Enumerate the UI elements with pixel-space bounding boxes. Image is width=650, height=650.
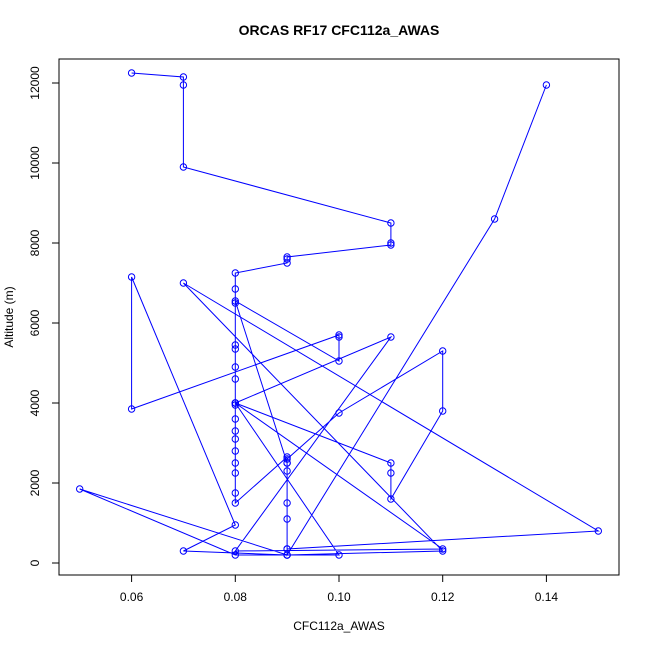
x-tick-label: 0.14	[535, 590, 559, 604]
data-point	[231, 345, 240, 353]
data-point	[439, 545, 447, 553]
data-point	[594, 527, 602, 535]
data-point	[231, 399, 240, 407]
data-point	[283, 515, 291, 523]
series-layer	[76, 69, 602, 559]
data-point	[335, 409, 343, 417]
data-point	[283, 499, 291, 507]
data-point	[283, 459, 291, 467]
data-point	[231, 469, 240, 477]
y-tick-label: 10000	[28, 146, 42, 180]
data-point	[231, 375, 240, 383]
data-point	[231, 269, 240, 277]
x-tick-label: 0.06	[120, 590, 144, 604]
data-point	[231, 285, 240, 293]
chart-title: ORCAS RF17 CFC112a_AWAS	[239, 22, 440, 38]
data-point	[335, 357, 343, 365]
data-point	[179, 73, 188, 81]
data-point	[127, 273, 136, 281]
x-tick-label: 0.08	[224, 590, 248, 604]
data-point	[283, 467, 291, 475]
data-point	[387, 469, 395, 477]
data-point	[127, 405, 136, 413]
series-line	[79, 72, 600, 557]
data-point	[439, 347, 447, 355]
x-tick-label: 0.10	[327, 590, 351, 604]
data-point	[335, 333, 343, 341]
data-point	[76, 485, 84, 493]
y-tick-label: 8000	[28, 229, 42, 256]
x-tick-label: 0.12	[431, 590, 455, 604]
data-point	[179, 163, 188, 171]
data-point	[231, 547, 240, 555]
data-point	[490, 215, 499, 223]
data-point	[179, 547, 188, 555]
data-point	[542, 81, 551, 89]
data-point	[335, 331, 343, 339]
data-point	[127, 69, 136, 77]
plot-area-frame	[58, 58, 620, 576]
data-point	[387, 239, 395, 247]
x-axis: 0.06 0.08 0.10 0.12 0.14	[120, 574, 559, 604]
data-point	[387, 495, 395, 503]
data-point	[231, 341, 240, 349]
data-point	[283, 455, 291, 463]
data-point	[283, 551, 291, 559]
x-axis-label: CFC112a_AWAS	[293, 619, 385, 633]
data-point	[283, 255, 291, 263]
data-point	[387, 219, 395, 227]
y-tick-label: 0	[28, 559, 42, 566]
data-point	[335, 551, 343, 559]
data-point	[231, 297, 240, 305]
data-point	[387, 333, 395, 341]
data-point	[231, 363, 240, 371]
data-point	[231, 521, 240, 529]
data-point	[231, 401, 240, 409]
data-point	[231, 447, 240, 455]
data-point	[179, 279, 188, 287]
y-axis-label: Altitude (m)	[2, 286, 16, 347]
y-axis: 0 2000 4000 6000 8000 10000 12000	[28, 66, 60, 566]
data-point	[283, 259, 291, 267]
data-point	[231, 415, 240, 423]
data-point	[231, 499, 240, 507]
data-point	[231, 489, 240, 497]
data-point	[387, 459, 395, 467]
y-tick-label: 2000	[28, 469, 42, 496]
data-point	[179, 81, 188, 89]
data-point	[231, 459, 240, 467]
y-tick-label: 4000	[28, 389, 42, 416]
data-point	[231, 551, 240, 559]
data-point	[439, 547, 447, 555]
y-tick-label: 12000	[28, 66, 42, 100]
data-point	[387, 241, 395, 249]
data-point	[231, 427, 240, 435]
data-point	[231, 299, 240, 307]
y-tick-label: 6000	[28, 309, 42, 336]
data-point	[439, 407, 447, 415]
data-point	[231, 435, 240, 443]
